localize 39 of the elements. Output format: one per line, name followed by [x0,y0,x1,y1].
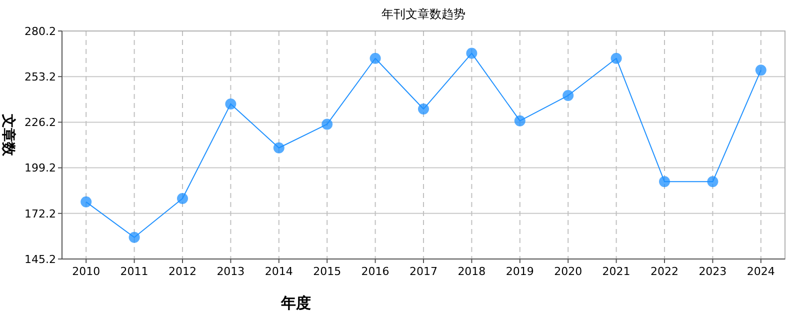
x-tick-label: 2014 [264,265,293,278]
x-tick-label: 2024 [746,265,775,278]
point [514,115,526,126]
point [466,48,478,59]
point [755,64,766,76]
x-tick-label: 2010 [72,265,100,278]
y-tick-label: 226.2 [24,116,56,130]
x-tick-label: 2016 [361,265,390,278]
y-tick-label: 253.2 [24,70,56,84]
point [322,118,333,130]
y-tick-label: 145.2 [24,252,56,266]
x-tick-label: 2018 [458,265,486,278]
x-tick-label: 2019 [506,265,534,278]
point [177,193,188,204]
x-tick-label: 2022 [650,265,678,278]
x-tick-label: 2021 [602,265,630,278]
point [707,176,718,188]
point [562,90,574,102]
y-axis-title: 文章数 [0,113,17,157]
x-tick-label: 2023 [698,265,727,278]
x-tick-label: 2020 [554,265,582,278]
x-tick-label: 2012 [168,265,196,278]
point [128,232,140,243]
x-tick-label: 2013 [216,265,245,278]
point [418,104,429,115]
point [273,142,284,154]
point [225,98,236,110]
chart-title: 年刊文章数趋势 [382,7,466,21]
x-tick-label: 2017 [410,265,438,278]
point [370,52,381,64]
point [610,52,622,64]
y-tick-label: 199.2 [24,162,56,175]
point [659,176,670,188]
x-tick-label: 2011 [120,265,148,278]
y-tick-label: 172.2 [24,207,56,220]
x-axis-title: 年度 [280,294,311,312]
y-tick-label: 280.2 [24,24,56,38]
x-tick-label: 2015 [313,265,342,278]
point [80,196,92,208]
